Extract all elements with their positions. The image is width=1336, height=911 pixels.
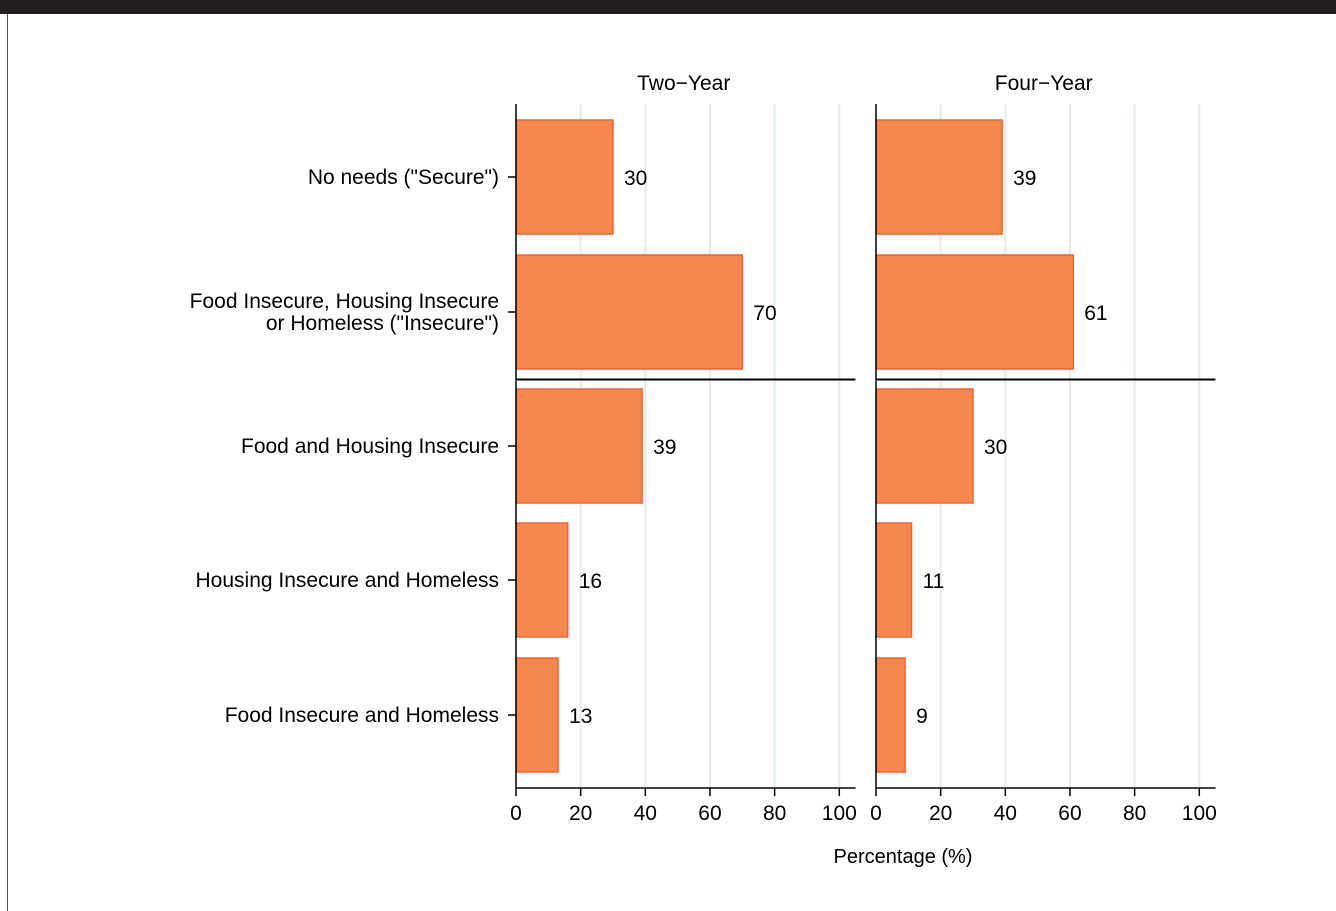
x-tick-label: 0 bbox=[510, 802, 522, 825]
category-label: Food Insecure and Homeless bbox=[225, 704, 499, 727]
category-label: Housing Insecure and Homeless bbox=[196, 569, 500, 592]
panels: Two−Year 30 70 39 16 13 0 20 40 60 80 100 Four−Year 3… bbox=[510, 72, 1217, 825]
bar bbox=[515, 119, 614, 235]
x-axis-label: Percentage (%) bbox=[834, 846, 973, 868]
x-tick-label: 20 bbox=[569, 802, 592, 825]
x-tick-label: 60 bbox=[698, 802, 721, 825]
bar bbox=[875, 119, 1003, 235]
bar bbox=[875, 254, 1074, 370]
bar bbox=[515, 522, 569, 638]
x-tick-label: 80 bbox=[1123, 802, 1146, 825]
bar-value-label: 13 bbox=[569, 705, 592, 728]
x-tick-label: 100 bbox=[1182, 802, 1217, 825]
bar-value-label: 16 bbox=[579, 570, 602, 593]
bar-value-label: 39 bbox=[653, 436, 676, 459]
bar bbox=[875, 522, 913, 638]
bar bbox=[515, 254, 744, 370]
bar-value-label: 61 bbox=[1084, 302, 1107, 325]
x-tick-label: 40 bbox=[994, 802, 1017, 825]
bar bbox=[515, 657, 559, 773]
category-label: Food and Housing Insecure bbox=[241, 435, 499, 458]
x-tick-label: 100 bbox=[822, 802, 857, 825]
x-tick-label: 0 bbox=[870, 802, 882, 825]
category-label: Food Insecure, Housing Insecure bbox=[190, 290, 499, 313]
bar bbox=[515, 388, 643, 504]
bar-value-label: 39 bbox=[1013, 167, 1036, 190]
bar bbox=[875, 657, 906, 773]
bar-value-label: 30 bbox=[624, 167, 647, 190]
bar-value-label: 70 bbox=[753, 302, 776, 325]
x-tick-label: 40 bbox=[634, 802, 657, 825]
category-labels: No needs ("Secure") Food Insecure, Housin… bbox=[190, 166, 516, 727]
x-tick-label: 80 bbox=[763, 802, 786, 825]
bar-value-label: 30 bbox=[984, 436, 1007, 459]
category-label: or Homeless ("Insecure") bbox=[266, 312, 499, 335]
bar-value-label: 9 bbox=[916, 705, 928, 728]
x-tick-label: 60 bbox=[1058, 802, 1081, 825]
panel-two-year: Two−Year 30 70 39 16 13 0 20 40 60 80 100 bbox=[510, 72, 857, 825]
bar bbox=[875, 388, 974, 504]
bar-value-label: 11 bbox=[923, 570, 945, 593]
panel-four-year: Four−Year 39 61 30 11 9 0 20 40 60 80 100 bbox=[870, 72, 1217, 825]
panel-title: Four−Year bbox=[995, 72, 1093, 95]
panel-title: Two−Year bbox=[637, 72, 730, 95]
category-label: No needs ("Secure") bbox=[308, 166, 499, 189]
top-bar bbox=[0, 0, 1336, 14]
x-tick-label: 20 bbox=[929, 802, 952, 825]
